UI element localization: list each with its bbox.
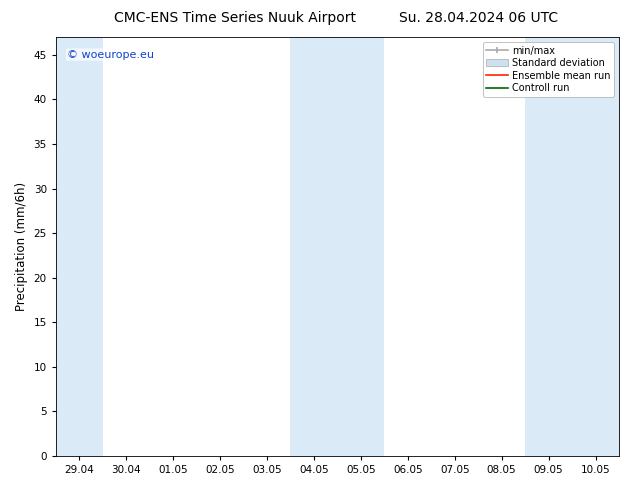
Text: Su. 28.04.2024 06 UTC: Su. 28.04.2024 06 UTC (399, 11, 559, 25)
Legend: min/max, Standard deviation, Ensemble mean run, Controll run: min/max, Standard deviation, Ensemble me… (482, 42, 614, 97)
Text: © woeurope.eu: © woeurope.eu (67, 49, 154, 60)
Bar (56, 37, 103, 456)
Y-axis label: Precipitation (mm/6h): Precipitation (mm/6h) (15, 182, 28, 311)
Bar (525, 37, 619, 456)
Text: CMC-ENS Time Series Nuuk Airport: CMC-ENS Time Series Nuuk Airport (114, 11, 356, 25)
Bar (290, 37, 384, 456)
